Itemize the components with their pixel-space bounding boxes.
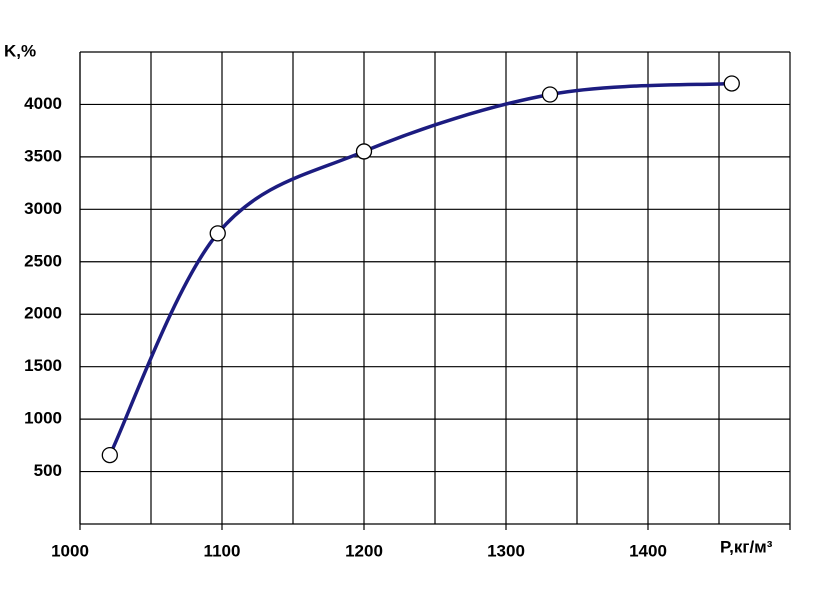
y-tick-label: 3500	[24, 146, 62, 165]
y-tick-label: 1000	[24, 409, 62, 428]
x-tick-label: 1400	[629, 541, 667, 560]
x-tick-label: 1200	[345, 541, 383, 560]
data-point	[355, 143, 373, 160]
y-axis-label: K,%	[4, 41, 36, 60]
y-tick-label: 3000	[24, 199, 62, 218]
y-tick-label: 2500	[24, 251, 62, 270]
y-tick-label: 4000	[24, 94, 62, 113]
data-point	[723, 75, 740, 92]
data-point	[209, 225, 226, 242]
data-point	[541, 86, 559, 103]
y-tick-label: 500	[34, 461, 62, 480]
x-tick-label: 1100	[204, 541, 241, 560]
y-tick-label: 1500	[24, 356, 62, 375]
x-tick-label: 1300	[487, 541, 525, 560]
x-tick-label: 1000	[51, 541, 89, 560]
y-tick-label: 2000	[24, 304, 62, 323]
x-axis-label: P,кг/м³	[720, 537, 773, 556]
data-point	[101, 446, 118, 464]
series-line	[108, 81, 732, 456]
